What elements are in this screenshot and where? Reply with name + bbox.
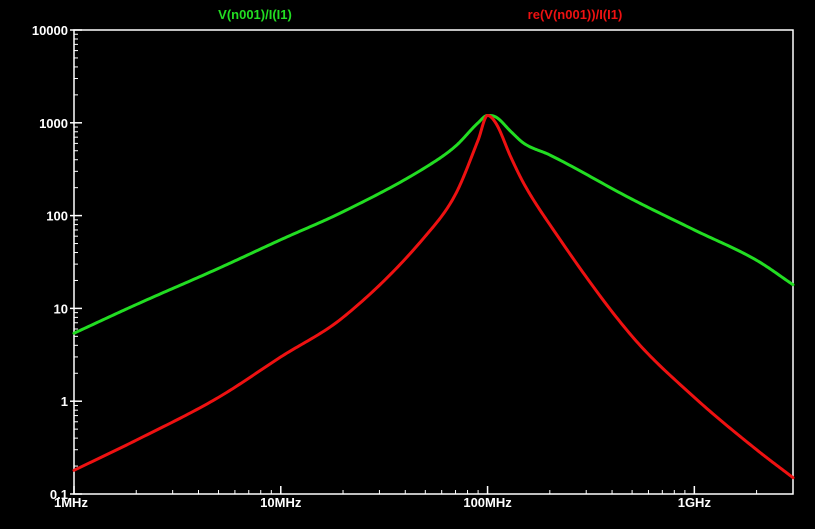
legend: V(n001)/I(I1) re(V(n001))/I(I1) (218, 7, 622, 22)
legend-label: re(V(n001))/I(I1) (528, 7, 623, 22)
series-layer (72, 113, 795, 480)
x-tick-label: 10MHz (260, 495, 302, 510)
y-tick-label: 1000 (39, 116, 68, 131)
y-tick-label: 10 (54, 301, 68, 316)
y-tick-label: 100 (46, 209, 68, 224)
plot-border (73, 29, 794, 495)
x-tick-label: 1GHz (678, 495, 712, 510)
y-tick-label: 0.1 (50, 487, 68, 502)
y-tick-label: 10000 (32, 23, 68, 38)
y-tick-label: 1 (61, 394, 68, 409)
series-red-real-impedance (72, 113, 795, 480)
x-tick-label: 100MHz (463, 495, 512, 510)
axis-ticks: 1MHz 10MHz 100MHz 1GHz 0.1 1 10 100 1000 10000 (32, 23, 794, 510)
x-tick-label: 1MHz (54, 495, 88, 510)
legend-label: V(n001)/I(I1) (218, 7, 292, 22)
